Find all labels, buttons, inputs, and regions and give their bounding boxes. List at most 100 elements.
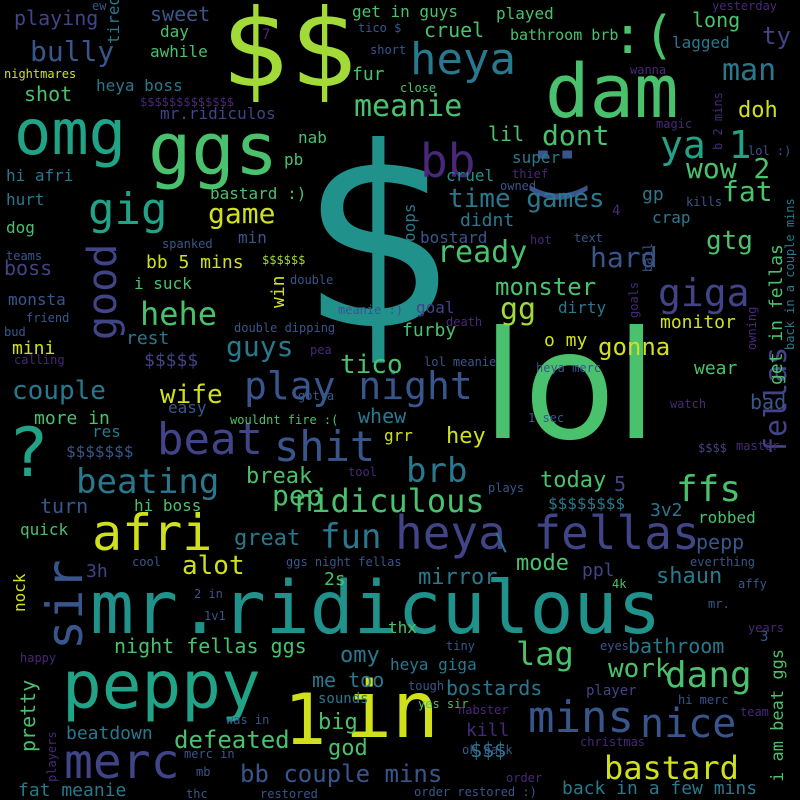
word: guys [226, 330, 294, 363]
word: ridiculous [292, 482, 485, 520]
word: mode [516, 551, 569, 576]
word: tool [348, 465, 377, 479]
word: $$$$$ [144, 350, 199, 371]
word: man [722, 53, 777, 88]
word: wear [694, 358, 738, 379]
word: super [512, 148, 561, 167]
word: sounds [318, 691, 369, 707]
word: meanie :) [338, 303, 404, 317]
word: heya merc [536, 361, 602, 375]
word: gig [88, 184, 168, 235]
word: more in [34, 408, 110, 429]
word: hi boss [134, 496, 202, 515]
word: bastard [604, 749, 739, 787]
word: good [80, 243, 126, 340]
word: hey [446, 424, 486, 449]
word: res [92, 422, 121, 441]
word: dont [542, 119, 610, 152]
word: affy [738, 577, 767, 591]
word: nabster [458, 703, 509, 717]
word: tough [408, 679, 445, 693]
word: $$$$$$$$$$$$$ [140, 95, 234, 109]
word: nice [640, 701, 737, 747]
word: death [446, 315, 483, 329]
word: in [345, 666, 439, 756]
word: sir [36, 559, 94, 650]
word: $$$$$$$ [66, 442, 134, 461]
word: friend [26, 311, 70, 325]
word: oops [400, 203, 419, 242]
word: ok back [462, 743, 513, 757]
word: goals [627, 281, 641, 318]
word: gg [500, 292, 537, 327]
word: b 2 mins [711, 92, 725, 150]
word: mb [196, 765, 211, 779]
word: nab [298, 128, 327, 147]
word: pretty [16, 679, 40, 752]
word: win [268, 275, 289, 308]
word: $$$$$$ [262, 253, 306, 267]
word: quick [20, 520, 69, 539]
word: plays [488, 481, 525, 495]
word: mirror [418, 565, 498, 590]
word: 3 [760, 629, 769, 645]
word: restored [260, 787, 318, 800]
word: wanna [630, 63, 667, 77]
word: text [574, 231, 603, 245]
word: 1v1 [204, 609, 226, 623]
word: fun [320, 517, 382, 557]
word: back in a few mins [562, 778, 758, 799]
word: tico [340, 350, 403, 380]
word: ppl [582, 560, 615, 581]
word: back in a couple mins [783, 198, 797, 350]
word: double dipping [234, 321, 336, 335]
word: robbed [698, 508, 756, 527]
word: ffs [676, 469, 742, 510]
word: played [496, 4, 554, 23]
word: dirty [558, 298, 607, 317]
word: owning [745, 306, 759, 350]
word: thief [512, 167, 549, 181]
word: omg [14, 96, 126, 169]
word: work [608, 654, 671, 684]
word: christmas [580, 735, 646, 749]
word: heya [410, 34, 516, 85]
word: min [238, 228, 267, 247]
word: game [208, 197, 276, 230]
word: lag [516, 635, 574, 673]
word: heya giga [390, 655, 477, 674]
word: giga [658, 271, 750, 315]
word: shot [24, 82, 73, 106]
word: shaun [656, 564, 723, 589]
word: long [692, 8, 741, 32]
word: didnt [460, 210, 515, 231]
word: doh [738, 98, 778, 123]
word: gotta [298, 389, 335, 403]
word: rest [126, 328, 170, 349]
word: pea [310, 343, 332, 357]
word: bb [420, 134, 476, 188]
word: o my [544, 330, 588, 351]
word: wouldnt fire :( [230, 413, 339, 427]
word: break [246, 464, 313, 489]
word: eyes [600, 639, 629, 653]
word: lol [482, 300, 658, 474]
word: afri [92, 504, 213, 562]
word: night fellas ggs [114, 634, 307, 658]
word: pep [272, 479, 323, 512]
word: hi merc [678, 693, 729, 707]
word: merc in [184, 747, 235, 761]
word: order [506, 771, 543, 785]
word: order restored :) [414, 785, 537, 799]
word: master [736, 439, 780, 453]
word: lagged [672, 33, 730, 52]
word: short [370, 43, 407, 57]
word: lol meanie [424, 355, 497, 369]
word: yesterday [712, 0, 778, 13]
word: team [740, 705, 769, 719]
word: close [400, 81, 437, 95]
word: bud [4, 325, 26, 339]
word: cruel [446, 166, 495, 185]
word: omy [340, 643, 380, 668]
word: tico $ [358, 21, 402, 35]
